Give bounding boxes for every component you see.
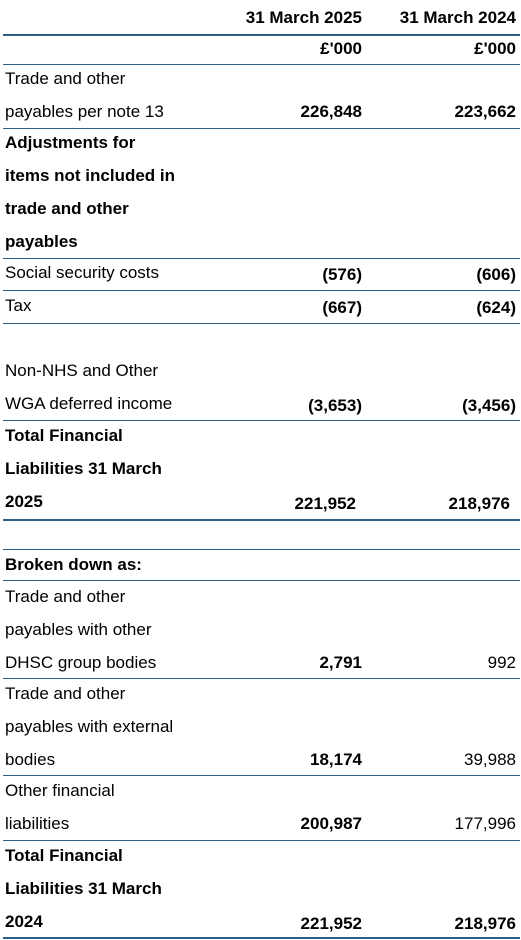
row-label: Tax xyxy=(5,296,32,315)
value-2024: 177,996 xyxy=(454,814,516,833)
row-divider xyxy=(3,290,520,291)
row-label: Trade and other xyxy=(5,69,126,88)
total-value-2024: 218,976 xyxy=(448,494,510,513)
value-2025: (667) xyxy=(322,298,362,317)
row-label: liabilities xyxy=(5,814,70,833)
total-label: Liabilities 31 March xyxy=(5,459,162,478)
value-2025: 200,987 xyxy=(300,814,362,833)
total-label: Liabilities 31 March xyxy=(5,879,162,898)
section-heading: trade and other xyxy=(5,199,129,218)
value-2024: (3,456) xyxy=(462,396,516,415)
column-header-2025: 31 March 2025 xyxy=(245,8,362,27)
row-divider xyxy=(3,580,520,581)
value-2025: 2,791 xyxy=(319,653,362,672)
total-label: 2024 xyxy=(5,912,43,931)
total-rule xyxy=(3,937,520,939)
value-2025: 18,174 xyxy=(310,750,362,769)
row-label: Other financial xyxy=(5,781,115,800)
value-2025: (3,653) xyxy=(308,396,362,415)
row-label: Social security costs xyxy=(5,263,159,282)
row-divider xyxy=(3,549,520,550)
total-label: Total Financial xyxy=(5,846,123,865)
row-label: payables with external xyxy=(5,717,174,736)
unit-2024: £'000 xyxy=(474,39,516,58)
row-label: WGA deferred income xyxy=(5,394,173,413)
section-heading: Adjustments for xyxy=(5,133,136,152)
value-2024: (606) xyxy=(476,265,516,284)
row-divider xyxy=(3,420,520,421)
total-value-2025: 221,952 xyxy=(294,494,356,513)
total-label: Total Financial xyxy=(5,426,123,445)
row-divider xyxy=(3,323,520,324)
value-2025: (576) xyxy=(322,265,362,284)
row-divider xyxy=(3,128,520,129)
total-label: 2025 xyxy=(5,492,43,511)
row-divider xyxy=(3,840,520,841)
row-divider xyxy=(3,258,520,259)
total-rule xyxy=(3,519,520,521)
section-heading: items not included in xyxy=(5,166,176,185)
column-header-2024: 31 March 2024 xyxy=(399,8,516,27)
row-divider xyxy=(3,775,520,776)
row-label: Trade and other xyxy=(5,684,126,703)
total-value-2024: 218,976 xyxy=(454,914,516,933)
value-2025: 226,848 xyxy=(300,102,362,121)
row-divider xyxy=(3,678,520,679)
row-label: Non-NHS and Other xyxy=(5,361,159,380)
value-2024: 223,662 xyxy=(454,102,516,121)
unit-2025: £'000 xyxy=(320,39,362,58)
value-2024: (624) xyxy=(476,298,516,317)
value-2024: 39,988 xyxy=(464,750,516,769)
row-divider xyxy=(3,64,520,65)
row-label: DHSC group bodies xyxy=(5,653,157,672)
section-heading: Broken down as: xyxy=(5,555,142,574)
value-2024: 992 xyxy=(487,653,516,672)
section-heading: payables xyxy=(5,232,78,251)
row-label: bodies xyxy=(5,750,56,769)
row-label: Trade and other xyxy=(5,587,126,606)
total-value-2025: 221,952 xyxy=(300,914,362,933)
row-label: payables with other xyxy=(5,620,152,639)
header-rule xyxy=(3,34,520,36)
row-label: payables per note 13 xyxy=(5,102,164,121)
